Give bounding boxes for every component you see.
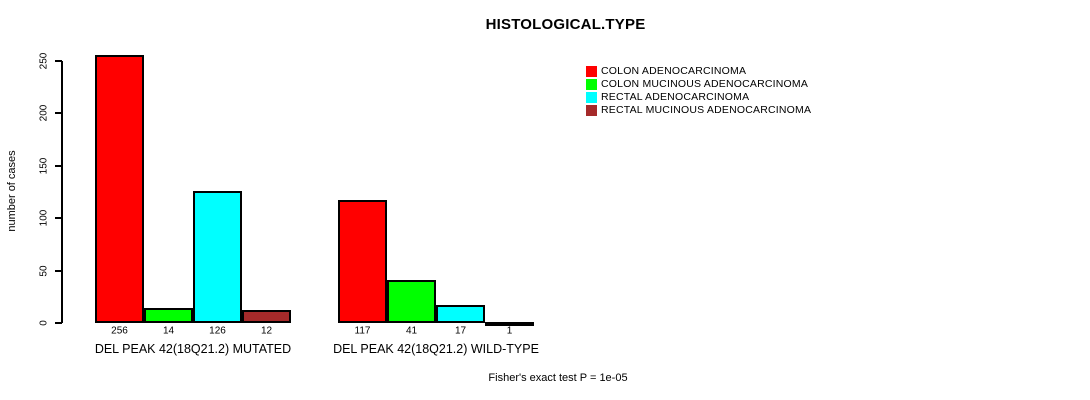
legend-label: RECTAL ADENOCARCINOMA	[601, 91, 750, 103]
y-tick	[55, 322, 62, 324]
bar	[95, 55, 144, 323]
y-tick	[55, 60, 62, 62]
bar-value-label: 117	[354, 325, 371, 337]
y-tick	[55, 164, 62, 167]
bar	[387, 280, 436, 323]
y-tick-label: 200	[38, 105, 50, 122]
bar-value-label: 41	[405, 325, 418, 337]
bar-value-label: 256	[111, 325, 128, 337]
group-label-mutated: DEL PEAK 42(18Q21.2) MUTATED	[94, 342, 292, 356]
bar	[144, 308, 193, 323]
legend-swatch-icon	[586, 66, 597, 77]
legend-label: COLON ADENOCARCINOMA	[601, 65, 747, 77]
bar	[436, 305, 485, 323]
y-tick	[55, 269, 62, 272]
legend-item: RECTAL MUCINOUS ADENOCARCINOMA	[586, 105, 811, 116]
y-axis-line	[61, 61, 63, 323]
bar-value-label: 14	[162, 325, 175, 337]
bar-value-label: 17	[454, 325, 467, 337]
bar-value-label: 12	[260, 325, 273, 337]
legend-swatch-icon	[586, 105, 597, 116]
y-tick	[55, 112, 62, 115]
bar	[485, 322, 534, 326]
legend-label: RECTAL MUCINOUS ADENOCARCINOMA	[601, 104, 812, 116]
y-tick-label: 0	[38, 320, 50, 326]
bar	[242, 310, 291, 323]
y-tick-label: 250	[38, 52, 50, 70]
y-tick-label: 100	[38, 209, 50, 227]
legend-item: COLON MUCINOUS ADENOCARCINOMA	[586, 79, 811, 90]
y-tick	[55, 217, 62, 220]
bar	[193, 191, 242, 323]
stat-note: Fisher's exact test P = 1e-05	[488, 372, 628, 384]
legend-label: COLON MUCINOUS ADENOCARCINOMA	[601, 78, 809, 90]
y-tick-label: 150	[38, 157, 50, 175]
bar-value-label: 1	[506, 325, 513, 337]
legend-swatch-icon	[586, 92, 597, 103]
legend-item: RECTAL ADENOCARCINOMA	[586, 92, 811, 103]
bar-value-label: 126	[209, 325, 226, 337]
legend-swatch-icon	[586, 79, 597, 90]
y-axis-label: number of cases	[6, 150, 18, 232]
bar	[338, 200, 387, 323]
legend: COLON ADENOCARCINOMA COLON MUCINOUS ADENO…	[586, 66, 811, 118]
group-label-wildtype: DEL PEAK 42(18Q21.2) WILD-TYPE	[333, 342, 539, 356]
legend-item: COLON ADENOCARCINOMA	[586, 66, 811, 77]
y-tick-label: 50	[38, 265, 50, 277]
chart-title: HISTOLOGICAL.TYPE	[485, 16, 646, 33]
